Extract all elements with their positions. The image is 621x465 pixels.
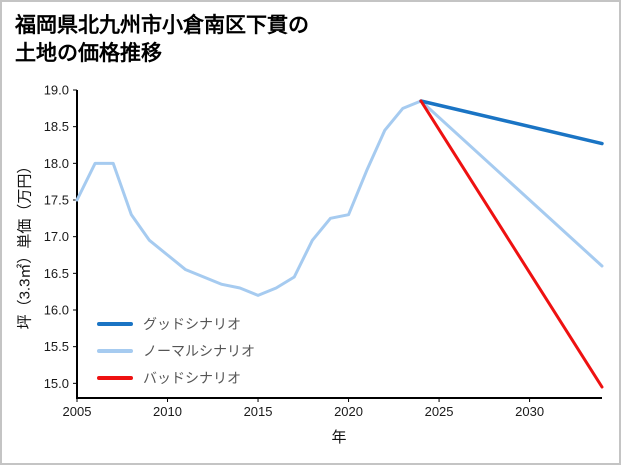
legend-label-good-scenario: グッドシナリオ — [143, 315, 241, 332]
x-tick-label: 2015 — [244, 404, 273, 419]
chart-title-line2: 土地の価格推移 — [15, 42, 162, 66]
x-axis-label: 年 — [331, 429, 347, 446]
legend-swatch-normal-scenario — [97, 348, 133, 353]
y-tick-label: 17.0 — [44, 229, 69, 244]
y-tick-label: 18.0 — [44, 156, 69, 171]
legend-swatch-good-scenario — [97, 321, 133, 326]
y-tick-label: 19.0 — [44, 83, 69, 98]
series-line-2 — [419, 99, 604, 389]
legend-swatch-bad-scenario — [97, 375, 133, 380]
chart-title: 福岡県北九州市小倉南区下貫の 土地の価格推移 — [15, 12, 309, 69]
x-tick-label: 2005 — [63, 404, 92, 419]
x-tick-label: 2030 — [515, 404, 544, 419]
legend-item-bad-scenario: バッドシナリオ — [97, 364, 255, 391]
series-line-0 — [419, 99, 604, 146]
y-tick-label: 15.5 — [44, 339, 69, 354]
legend: グッドシナリオ ノーマルシナリオ バッドシナリオ — [97, 310, 255, 391]
y-tick-label: 16.0 — [44, 303, 69, 318]
legend-label-normal-scenario: ノーマルシナリオ — [143, 342, 255, 359]
legend-label-bad-scenario: バッドシナリオ — [143, 369, 241, 386]
x-tick-label: 2010 — [153, 404, 182, 419]
y-tick-label: 16.5 — [44, 266, 69, 281]
x-tick-label: 2025 — [425, 404, 454, 419]
y-tick-label: 18.5 — [44, 119, 69, 134]
legend-item-normal-scenario: ノーマルシナリオ — [97, 337, 255, 364]
chart-title-line1: 福岡県北九州市小倉南区下貫の — [15, 14, 309, 37]
y-tick-label: 17.5 — [44, 193, 69, 208]
y-axis-label: 坪（3.3㎡）単価（万円） — [16, 158, 34, 330]
x-tick-label: 2020 — [334, 404, 363, 419]
y-tick-label: 15.0 — [44, 376, 69, 391]
legend-item-good-scenario: グッドシナリオ — [97, 310, 255, 337]
series-line-1 — [75, 99, 604, 297]
